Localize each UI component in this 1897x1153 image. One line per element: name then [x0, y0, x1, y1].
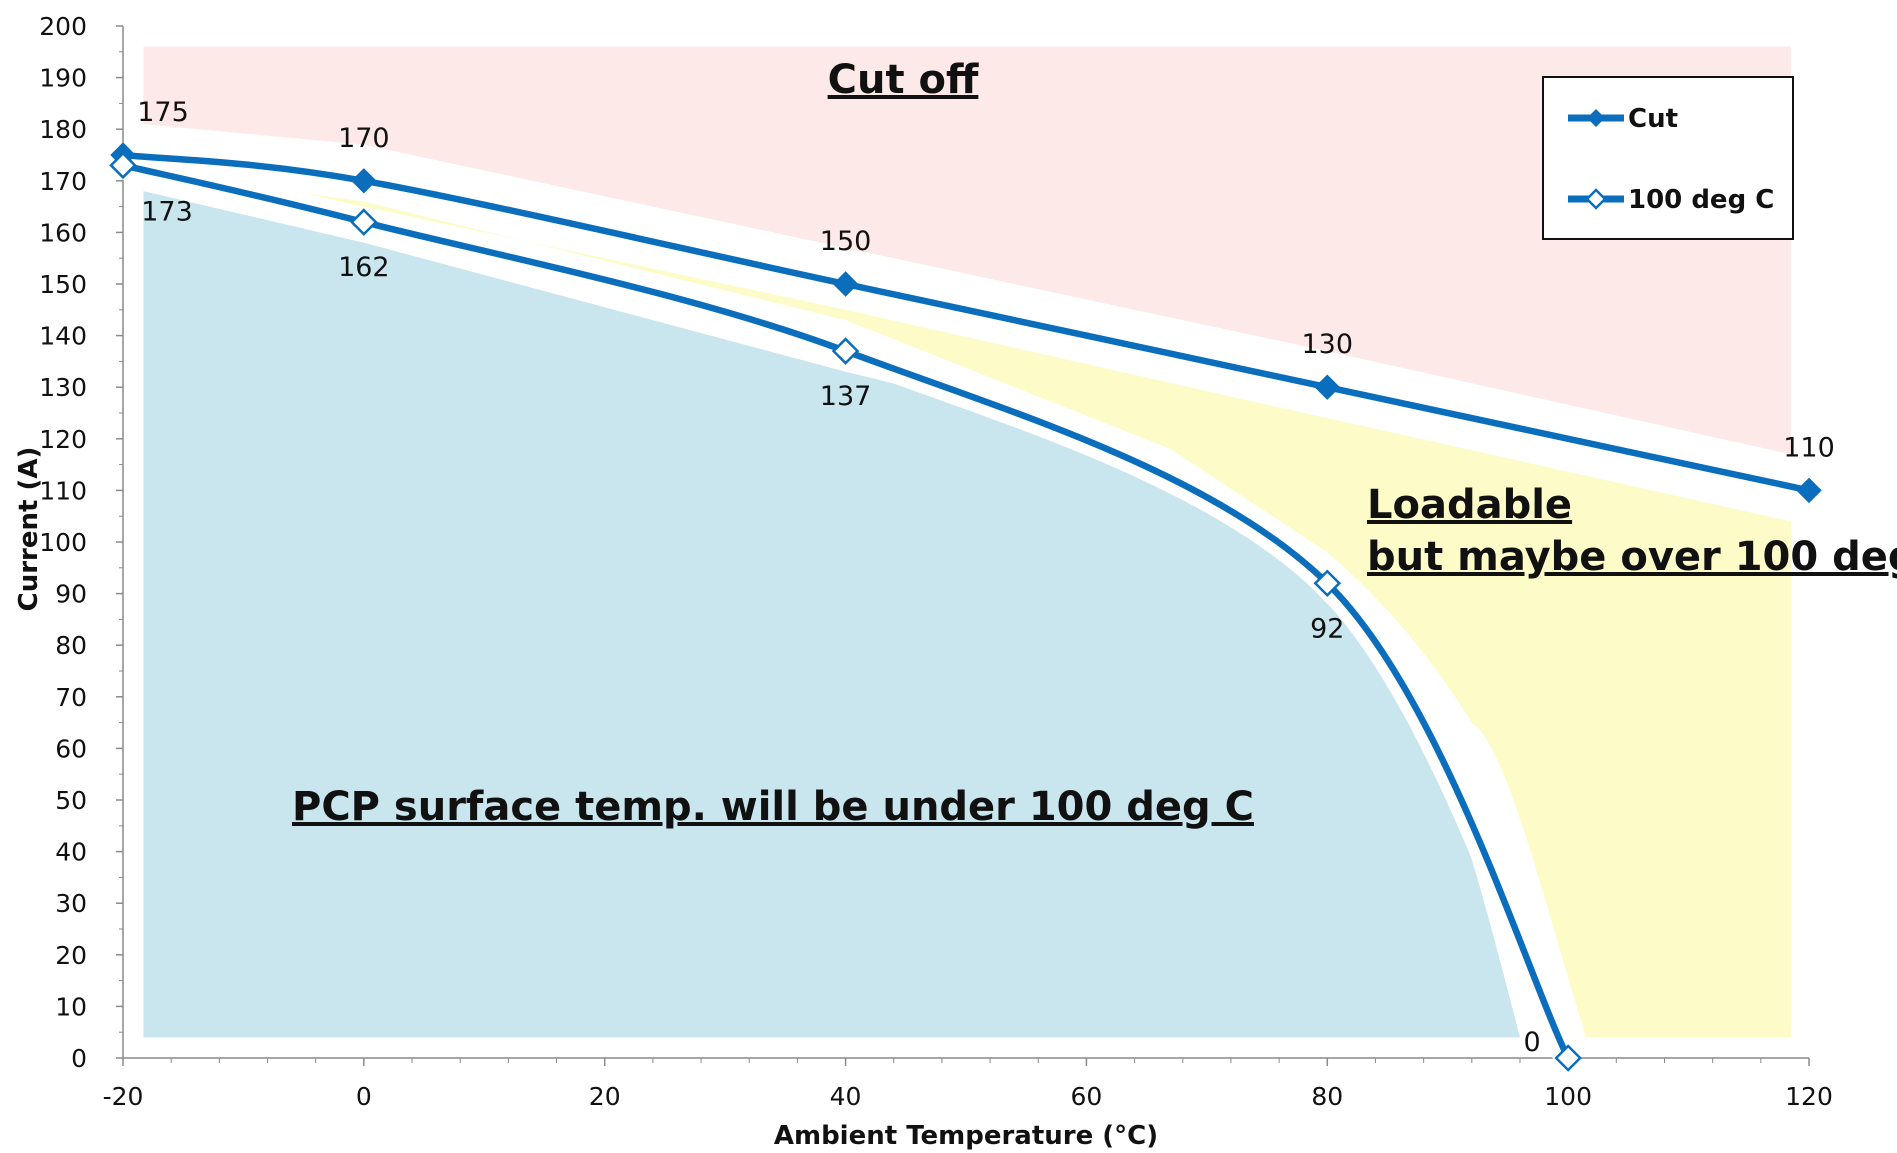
region-cutoff	[143, 46, 1791, 455]
legend-cut-marker	[1587, 109, 1605, 127]
x-axis-title: Ambient Temperature (°C)	[774, 1121, 1158, 1151]
legend-100deg-marker	[1585, 188, 1607, 210]
x-tick-label: 0	[356, 1082, 372, 1111]
y-tick-label: 10	[55, 992, 87, 1021]
region-label-cutoff: Cut off	[828, 57, 979, 103]
series-1-data-label: 162	[338, 252, 390, 283]
y-tick-label: 20	[55, 941, 87, 970]
y-tick-label: 200	[39, 12, 87, 41]
series-0-point	[351, 168, 377, 194]
region-label-loadable-line1: Loadable	[1367, 482, 1572, 528]
series-layer	[109, 141, 1822, 1072]
y-tick-label: 100	[39, 528, 87, 557]
x-tick-label: 120	[1785, 1082, 1833, 1111]
legend-box	[1542, 76, 1794, 240]
data-labels: 175 170 150 130 110 173 162 137 92 0	[137, 97, 1835, 1058]
series-1-data-label: 0	[1524, 1027, 1541, 1058]
shaded-regions	[143, 46, 1791, 1038]
y-tick-label: 50	[55, 786, 87, 815]
series-0-data-label: 150	[820, 226, 872, 257]
x-tick-label: 100	[1544, 1082, 1592, 1111]
x-tick-label: 20	[589, 1082, 621, 1111]
y-tick-label: 70	[55, 683, 87, 712]
series-line-0	[122, 151, 1810, 494]
y-tick-label: 160	[39, 218, 87, 247]
series-1-data-label: 173	[141, 196, 193, 227]
x-tick-label: 80	[1311, 1082, 1343, 1111]
y-tick-label: 190	[39, 64, 87, 93]
x-tick-label: 60	[1071, 1082, 1103, 1111]
series-0-point	[1314, 374, 1340, 400]
y-tick-label: 150	[39, 270, 87, 299]
series-1-data-label: 137	[820, 381, 872, 412]
y-tick-label: 140	[39, 322, 87, 351]
series-0-data-label: 130	[1302, 329, 1354, 360]
series-line-1	[122, 162, 1572, 1060]
y-tick-label: 0	[71, 1044, 87, 1073]
y-axis-title: Current (A)	[14, 447, 44, 612]
y-tick-label: 90	[55, 580, 87, 609]
series-0-point	[832, 271, 859, 297]
region-label-under-100: PCP surface temp. will be under 100 deg …	[292, 784, 1254, 830]
y-tick-label: 170	[39, 167, 87, 196]
axes: 0 10 20 30 40 50 60 70 80 90 100 110 120 130 140 150 160…	[39, 12, 1833, 1111]
series-0-data-label: 110	[1783, 432, 1835, 463]
y-tick-label: 120	[39, 425, 87, 454]
legend-cut-label: Cut	[1628, 104, 1678, 134]
region-under-100	[143, 191, 1520, 1038]
series-1-data-label: 92	[1310, 613, 1344, 644]
y-tick-label: 80	[55, 631, 87, 660]
y-tick-label: 130	[39, 373, 87, 402]
x-tick-label: -20	[103, 1082, 144, 1111]
series-0-data-label: 170	[338, 123, 390, 154]
legend-100deg-label: 100 deg C	[1628, 185, 1774, 215]
region-label-loadable-line2: but maybe over 100 deg C	[1367, 534, 1897, 580]
y-tick-label: 30	[55, 889, 87, 918]
y-tick-label: 110	[39, 476, 87, 505]
series-0-data-label: 175	[137, 97, 189, 128]
legend: Cut 100 deg C	[1542, 76, 1794, 240]
series-1-point	[350, 208, 378, 236]
series-1-point	[1554, 1044, 1582, 1072]
series-1-point	[1313, 569, 1342, 598]
region-loadable	[143, 170, 1791, 1038]
y-tick-label: 180	[39, 115, 87, 144]
y-tick-label: 40	[55, 838, 87, 867]
series-1-point	[109, 151, 137, 180]
x-tick-label: 40	[830, 1082, 862, 1111]
series-0-point	[1796, 477, 1822, 504]
y-tick-label: 60	[55, 734, 87, 763]
series-1-point	[831, 337, 860, 365]
